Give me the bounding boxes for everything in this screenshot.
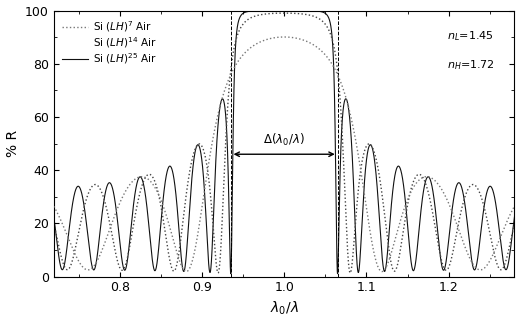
- Text: $n_L$=1.45: $n_L$=1.45: [447, 29, 494, 43]
- Text: $n_H$=1.72: $n_H$=1.72: [447, 58, 494, 72]
- Text: $\Delta(\lambda_0/\lambda)$: $\Delta(\lambda_0/\lambda)$: [263, 131, 305, 148]
- Legend: Si $(\mathit{LH})^7$ Air, Si $(\mathit{LH})^{14}$ Air, Si $(\mathit{LH})^{25}$ A: Si $(\mathit{LH})^7$ Air, Si $(\mathit{L…: [59, 16, 160, 69]
- X-axis label: $\lambda_0/\lambda$: $\lambda_0/\lambda$: [270, 300, 298, 318]
- Y-axis label: % R: % R: [6, 130, 20, 157]
